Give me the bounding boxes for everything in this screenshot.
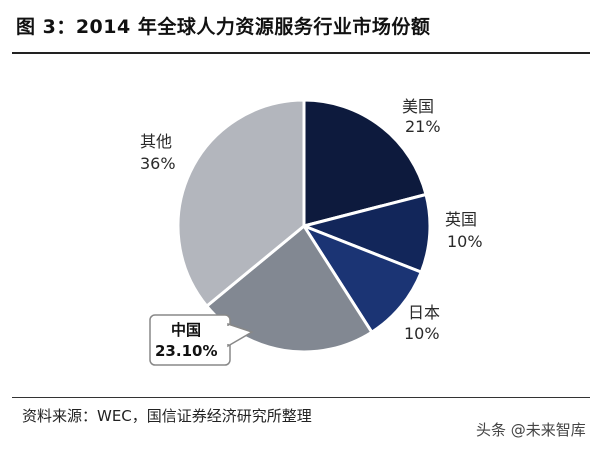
pie-slice (176, 98, 306, 308)
pie-slice (302, 224, 423, 334)
label-jp-value: 10% (404, 324, 440, 343)
pie-slices (176, 98, 432, 354)
watermark: 头条 @未来智库 (476, 421, 586, 439)
top-rule (12, 52, 590, 54)
pie-slice (302, 193, 432, 274)
label-uk-name: 英国 (445, 210, 477, 229)
label-cn-name: 中国 (171, 321, 201, 339)
bottom-rule (12, 397, 590, 398)
figure-title: 图 3：2014 年全球人力资源服务行业市场份额 (16, 16, 431, 38)
label-uk-value: 10% (447, 232, 483, 251)
label-jp-name: 日本 (408, 303, 440, 322)
source-note: 资料来源：WEC，国信证券经济研究所整理 (22, 407, 312, 425)
label-other-value: 36% (140, 154, 176, 173)
label-us-name: 美国 (402, 97, 434, 116)
pie-chart: 美国 21% 英国 10% 日本 10% 中国 23.10% 其他 36% (140, 97, 483, 366)
label-cn-value: 23.10% (155, 342, 217, 360)
label-other-name: 其他 (140, 132, 172, 151)
pie-slice (302, 98, 428, 228)
label-us-value: 21% (405, 117, 441, 136)
